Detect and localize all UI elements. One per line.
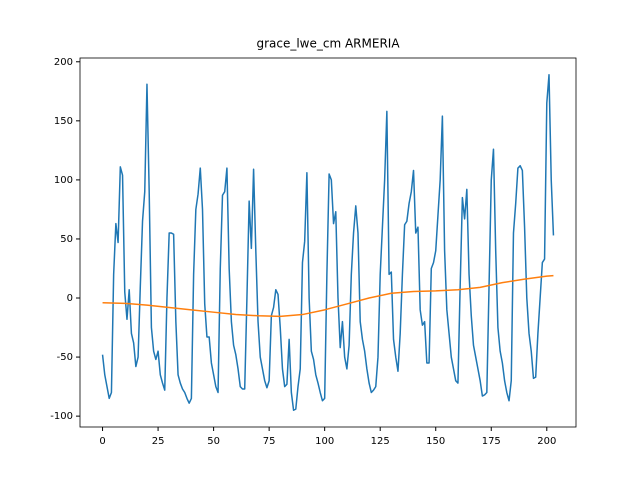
x-tick-label: 200 [537, 436, 556, 447]
y-tick-label: 50 [60, 234, 73, 245]
x-tick-label: 0 [99, 436, 105, 447]
x-tick-label: 50 [207, 436, 220, 447]
line-series [101, 74, 555, 411]
y-tick-label: 200 [54, 57, 73, 68]
y-tick-label: 100 [54, 175, 73, 186]
x-tick-label: 150 [426, 436, 445, 447]
y-tick-label: -100 [50, 411, 73, 422]
x-tick-label: 175 [482, 436, 501, 447]
y-tick-label: -50 [57, 352, 73, 363]
x-tick-label: 75 [263, 436, 276, 447]
y-tick-label: 0 [67, 293, 73, 304]
x-tick-label: 125 [371, 436, 390, 447]
x-tick-label: 100 [315, 436, 334, 447]
chart-title: grace_lwe_cm ARMERIA [256, 37, 400, 51]
line-series [102, 274, 554, 318]
y-tick-label: 150 [54, 116, 73, 127]
x-tick-label: 25 [152, 436, 165, 447]
axes-frame [79, 57, 577, 428]
